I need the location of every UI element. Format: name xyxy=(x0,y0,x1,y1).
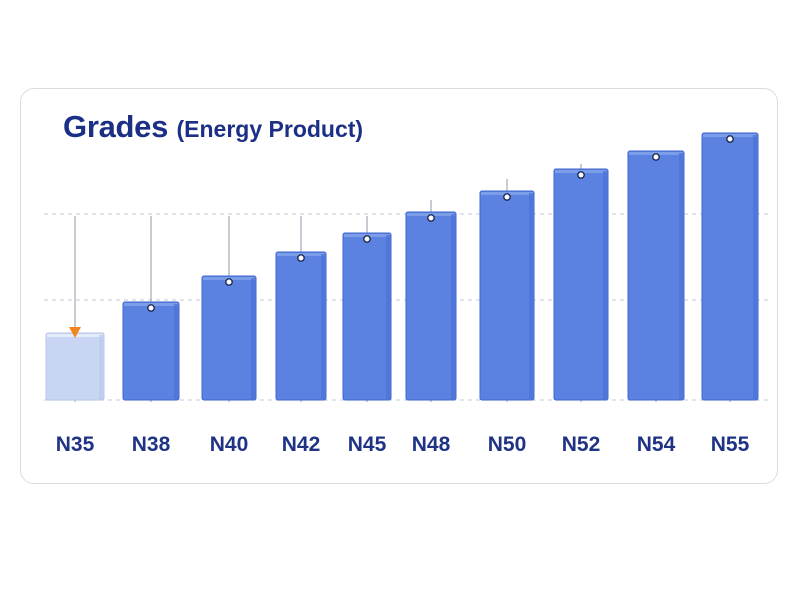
value-marker xyxy=(577,171,585,179)
value-marker xyxy=(147,304,155,312)
bar-N35 xyxy=(45,327,105,401)
value-marker xyxy=(652,153,660,161)
bar xyxy=(342,232,392,401)
value-marker xyxy=(427,214,435,222)
bar xyxy=(479,190,535,401)
chart-subtitle: (Energy Product) xyxy=(176,116,364,142)
bar-side xyxy=(679,153,683,399)
value-marker xyxy=(726,135,734,143)
bar-N55 xyxy=(701,132,759,401)
bar xyxy=(45,332,105,401)
value-marker xyxy=(225,278,233,286)
bar xyxy=(405,211,457,401)
category-label: N42 xyxy=(282,433,321,456)
bar-N50 xyxy=(479,190,535,401)
bar-side xyxy=(321,254,325,399)
category-label: N52 xyxy=(562,433,601,456)
bar xyxy=(122,301,180,401)
category-label: N50 xyxy=(488,433,527,456)
bar-side xyxy=(251,278,255,399)
category-labels: N35 N38 N40 N42 N45 N48 N50 N52 N54 N55 xyxy=(56,433,750,456)
bar-side xyxy=(174,304,178,399)
bar-N52 xyxy=(553,168,609,401)
bar-N40 xyxy=(201,275,257,401)
bar xyxy=(701,132,759,401)
bar-side xyxy=(753,135,757,399)
bars xyxy=(45,132,759,401)
category-label: N48 xyxy=(412,433,451,456)
category-label: N40 xyxy=(210,433,249,456)
bar-N45 xyxy=(342,232,392,401)
value-marker xyxy=(363,235,371,243)
bar-N42 xyxy=(275,251,327,401)
bar xyxy=(275,251,327,401)
bar-N54 xyxy=(627,150,685,401)
category-label: N38 xyxy=(132,433,171,456)
bar-side xyxy=(99,335,103,399)
value-marker xyxy=(503,193,511,201)
bar-side xyxy=(386,235,390,399)
category-label: N45 xyxy=(348,433,387,456)
bar-side xyxy=(529,193,533,399)
bar-N38 xyxy=(122,301,180,401)
bar xyxy=(553,168,609,401)
chart-title-main: Grades xyxy=(63,109,169,144)
chart-title: Grades (Energy Product) xyxy=(63,109,363,145)
category-label: N35 xyxy=(56,433,95,456)
bar-side xyxy=(451,214,455,399)
category-label: N55 xyxy=(711,433,750,456)
bar xyxy=(201,275,257,401)
category-label: N54 xyxy=(637,433,676,456)
bar-N48 xyxy=(405,211,457,401)
value-marker-arrow xyxy=(69,327,81,338)
bar-side xyxy=(603,171,607,399)
bar xyxy=(627,150,685,401)
value-marker xyxy=(297,254,305,262)
